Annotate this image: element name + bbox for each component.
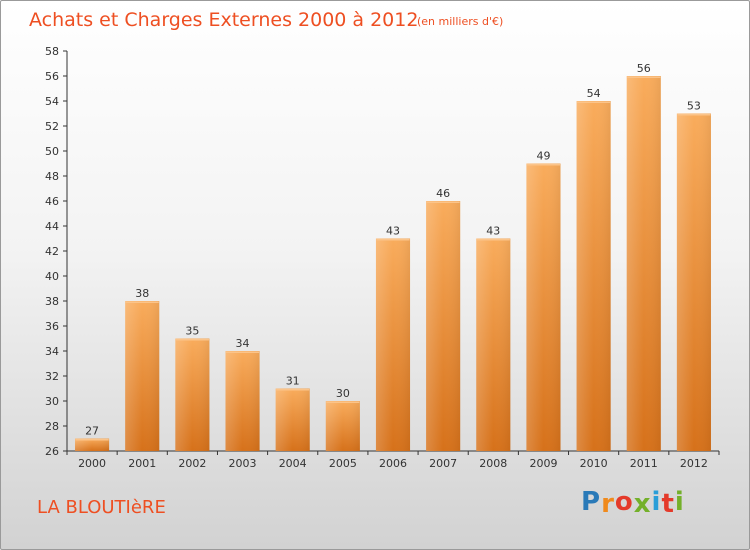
- logo-letter: o: [614, 487, 634, 517]
- bar-top-highlight: [677, 114, 711, 116]
- bar-sheen: [325, 401, 360, 451]
- data-label: 31: [286, 375, 300, 388]
- bar-sheen: [476, 238, 511, 451]
- logo-letter: i: [651, 487, 662, 517]
- y-tick-label: 54: [45, 95, 59, 108]
- y-tick-label: 52: [45, 120, 59, 133]
- bar-sheen: [125, 301, 160, 451]
- bar-sheen: [626, 76, 661, 451]
- bar-top-highlight: [426, 201, 460, 203]
- x-tick-label: 2005: [329, 457, 357, 470]
- x-tick-label: 2012: [680, 457, 708, 470]
- y-tick-label: 28: [45, 420, 59, 433]
- logo-letter: x: [633, 489, 652, 519]
- data-label: 35: [185, 325, 199, 338]
- chart-subtitle: (en milliers d'€): [417, 15, 504, 28]
- bar-sheen: [275, 388, 310, 451]
- bar-top-highlight: [326, 401, 360, 403]
- y-tick-label: 26: [45, 445, 59, 458]
- bar-sheen: [426, 201, 461, 451]
- bar-sheen: [676, 113, 711, 451]
- y-tick-label: 30: [45, 395, 59, 408]
- y-tick-label: 42: [45, 245, 59, 258]
- data-label: 27: [85, 425, 99, 438]
- logo-letter: P: [581, 487, 602, 517]
- bar-sheen: [375, 238, 411, 451]
- x-tick-label: 2006: [379, 457, 407, 470]
- bar-top-highlight: [276, 389, 310, 391]
- data-labels: 27 38 35 34 31 30 43 46 43 49 54 56 53: [85, 62, 701, 438]
- logo-letter: r: [601, 489, 615, 519]
- data-label: 56: [637, 62, 651, 75]
- y-tick-label: 40: [45, 270, 59, 283]
- bar-top-highlight: [376, 239, 410, 241]
- chart-title: Achats et Charges Externes 2000 à 2012: [29, 9, 419, 31]
- y-tick-label: 56: [45, 70, 59, 83]
- y-tick-label: 34: [45, 345, 59, 358]
- x-tick-label: 2010: [580, 457, 608, 470]
- y-tick-label: 58: [45, 45, 59, 58]
- x-tick-label: 2004: [279, 457, 307, 470]
- bar-top-highlight: [75, 439, 109, 441]
- data-label: 30: [336, 387, 350, 400]
- bar-sheen: [175, 338, 210, 451]
- bar-top-highlight: [225, 351, 260, 353]
- bar-sheen: [526, 163, 561, 451]
- bar-top-highlight: [627, 76, 661, 78]
- y-tick-label: 36: [45, 320, 59, 333]
- commune-name: LA BLOUTIèRE: [37, 497, 166, 518]
- data-label: 46: [436, 187, 450, 200]
- bar-top-highlight: [526, 164, 561, 166]
- logo-letter: t: [661, 489, 675, 519]
- bar-sheen: [225, 351, 260, 451]
- x-tick-label: 2011: [630, 457, 658, 470]
- x-tick-label: 2002: [178, 457, 206, 470]
- data-label: 43: [486, 225, 500, 238]
- y-tick-label: 46: [45, 195, 59, 208]
- x-tick-label: 2008: [479, 457, 507, 470]
- bars: [75, 76, 711, 451]
- bar-top-highlight: [476, 239, 510, 241]
- y-tick-label: 38: [45, 295, 59, 308]
- bar-top-highlight: [125, 301, 159, 303]
- proxiti-logo: Proxiti: [581, 487, 685, 519]
- bar-sheen: [576, 101, 611, 451]
- data-label: 49: [536, 150, 550, 163]
- data-label: 53: [687, 100, 701, 113]
- x-tick-label: 2007: [429, 457, 457, 470]
- data-label: 54: [587, 87, 601, 100]
- x-tick-label: 2009: [529, 457, 557, 470]
- x-tick-label: 2000: [78, 457, 106, 470]
- bar-sheen: [75, 438, 110, 451]
- y-tick-label: 32: [45, 370, 59, 383]
- data-label: 43: [386, 225, 400, 238]
- bar-top-highlight: [577, 101, 611, 103]
- y-tick-label: 44: [45, 220, 59, 233]
- x-tick-label: 2001: [128, 457, 156, 470]
- x-tick-label: 2003: [229, 457, 257, 470]
- data-label: 38: [135, 287, 149, 300]
- y-tick-label: 50: [45, 145, 59, 158]
- logo-letter: i: [674, 487, 685, 517]
- bar-top-highlight: [175, 339, 209, 341]
- y-tick-label: 48: [45, 170, 59, 183]
- data-label: 34: [236, 337, 250, 350]
